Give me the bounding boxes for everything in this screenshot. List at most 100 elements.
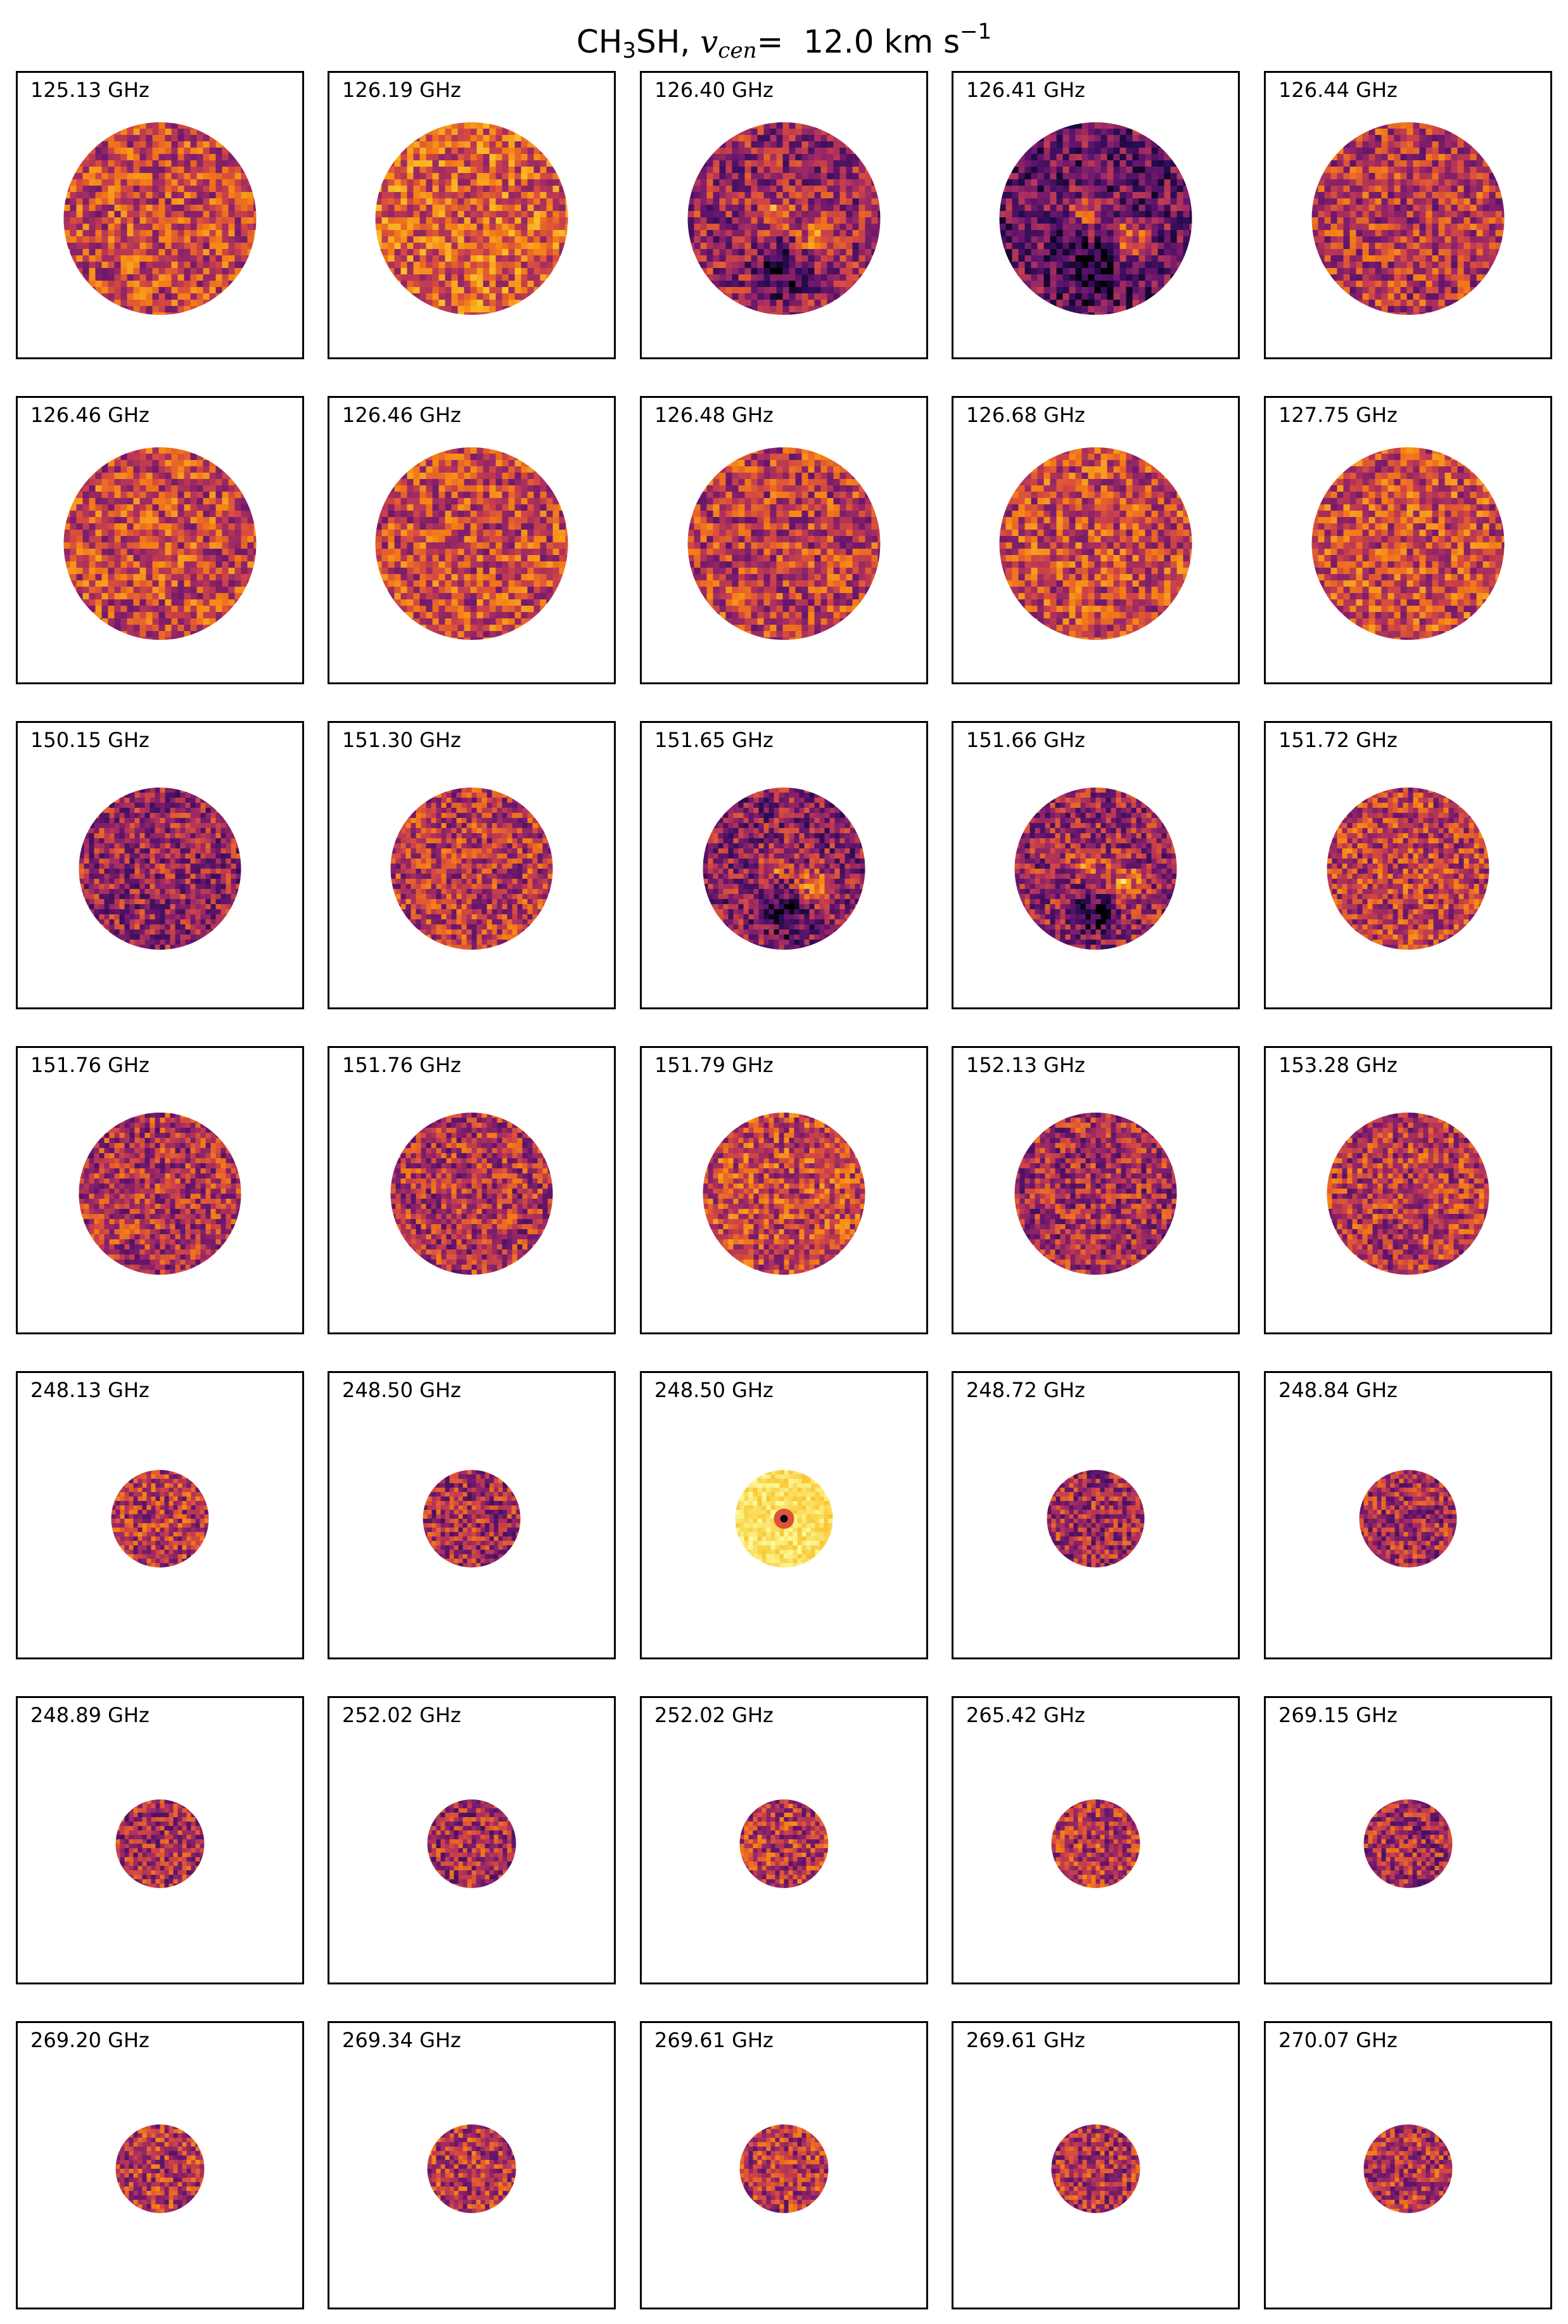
panel-frequency-label: 252.02 GHz	[654, 1703, 774, 1727]
emission-disc	[115, 1799, 205, 1888]
map-panel: 126.48 GHz	[640, 396, 928, 684]
emission-disc	[1014, 1113, 1177, 1275]
emission-disc	[703, 788, 865, 950]
intensity-map	[115, 2124, 205, 2213]
emission-disc	[1363, 2124, 1453, 2213]
intensity-map	[1327, 1113, 1489, 1275]
panel-frequency-label: 269.15 GHz	[1278, 1703, 1398, 1727]
map-panel: 150.15 GHz	[16, 721, 304, 1009]
emission-disc	[390, 1113, 553, 1275]
map-panel: 126.44 GHz	[1264, 71, 1552, 359]
map-panel: 151.66 GHz	[952, 721, 1240, 1009]
intensity-map	[703, 1113, 865, 1275]
panel-frequency-label: 126.46 GHz	[30, 403, 150, 427]
panel-frequency-label: 248.72 GHz	[966, 1378, 1085, 1402]
intensity-map	[1047, 1470, 1145, 1567]
map-panel: 126.19 GHz	[328, 71, 616, 359]
emission-disc	[1311, 447, 1505, 640]
panel-frequency-label: 269.20 GHz	[30, 2028, 150, 2052]
map-panel: 127.75 GHz	[1264, 396, 1552, 684]
map-panel: 151.65 GHz	[640, 721, 928, 1009]
map-panel: 153.28 GHz	[1264, 1046, 1552, 1334]
map-panel: 126.41 GHz	[952, 71, 1240, 359]
intensity-map	[687, 122, 881, 315]
map-panel: 270.07 GHz	[1264, 2021, 1552, 2309]
emission-disc	[1047, 1470, 1145, 1567]
map-panel: 151.79 GHz	[640, 1046, 928, 1334]
emission-disc	[1051, 1799, 1140, 1888]
emission-disc	[1327, 1113, 1489, 1275]
panel-frequency-label: 126.68 GHz	[966, 403, 1085, 427]
panel-frequency-label: 151.30 GHz	[342, 728, 461, 752]
intensity-map	[79, 788, 241, 950]
intensity-map	[423, 1470, 521, 1567]
intensity-map	[1051, 2124, 1140, 2213]
emission-disc	[739, 1799, 829, 1888]
map-panel: 248.13 GHz	[16, 1371, 304, 1659]
panel-frequency-label: 252.02 GHz	[342, 1703, 461, 1727]
panel-frequency-label: 270.07 GHz	[1278, 2028, 1398, 2052]
intensity-map	[735, 1470, 833, 1567]
intensity-map	[427, 2124, 516, 2213]
panel-frequency-label: 150.15 GHz	[30, 728, 150, 752]
map-panel: 252.02 GHz	[328, 1696, 616, 1984]
panel-frequency-label: 151.79 GHz	[654, 1053, 774, 1077]
map-panel: 126.46 GHz	[328, 396, 616, 684]
map-panel: 126.40 GHz	[640, 71, 928, 359]
panel-frequency-label: 153.28 GHz	[1278, 1053, 1398, 1077]
central-source	[780, 1515, 788, 1523]
panel-frequency-label: 126.19 GHz	[342, 78, 461, 102]
emission-disc	[739, 2124, 829, 2213]
intensity-map	[79, 1113, 241, 1275]
emission-disc	[1359, 1470, 1457, 1567]
intensity-map	[111, 1470, 209, 1567]
map-panel: 126.46 GHz	[16, 396, 304, 684]
map-panel: 252.02 GHz	[640, 1696, 928, 1984]
intensity-map	[1327, 788, 1489, 950]
intensity-map	[703, 788, 865, 950]
intensity-map	[115, 1799, 205, 1888]
map-panel: 126.68 GHz	[952, 396, 1240, 684]
map-panel: 248.84 GHz	[1264, 1371, 1552, 1659]
intensity-map	[63, 447, 257, 640]
map-panel: 248.50 GHz	[328, 1371, 616, 1659]
emission-disc	[999, 447, 1192, 640]
map-panel: 151.76 GHz	[328, 1046, 616, 1334]
panel-frequency-label: 248.50 GHz	[342, 1378, 461, 1402]
emission-disc	[427, 1799, 516, 1888]
emission-disc	[390, 788, 553, 950]
emission-disc	[687, 447, 881, 640]
emission-disc	[1363, 1799, 1453, 1888]
intensity-map	[1014, 788, 1177, 950]
emission-disc	[79, 788, 241, 950]
title-species-tail: SH,	[636, 23, 690, 60]
map-panel: 248.50 GHz	[640, 1371, 928, 1659]
panel-frequency-label: 151.65 GHz	[654, 728, 774, 752]
panel-frequency-label: 265.42 GHz	[966, 1703, 1085, 1727]
title-species-subscript: 3	[622, 38, 636, 63]
intensity-map	[390, 1113, 553, 1275]
title-velocity-value: 12.0	[803, 23, 874, 60]
title-unit: km s	[884, 23, 960, 60]
map-panel: 269.34 GHz	[328, 2021, 616, 2309]
panel-frequency-label: 126.41 GHz	[966, 78, 1085, 102]
intensity-map	[1359, 1470, 1457, 1567]
emission-disc	[1014, 788, 1177, 950]
intensity-map	[1363, 2124, 1453, 2213]
intensity-map	[1311, 447, 1505, 640]
panel-frequency-label: 269.61 GHz	[654, 2028, 774, 2052]
panel-frequency-label: 126.44 GHz	[1278, 78, 1398, 102]
intensity-map	[375, 447, 568, 640]
intensity-map	[375, 122, 568, 315]
map-panel: 269.61 GHz	[640, 2021, 928, 2309]
panel-frequency-label: 151.76 GHz	[30, 1053, 150, 1077]
panel-frequency-label: 269.34 GHz	[342, 2028, 461, 2052]
emission-disc	[63, 122, 257, 315]
title-unit-exponent: −1	[960, 19, 991, 44]
emission-disc	[423, 1470, 521, 1567]
map-panel: 248.72 GHz	[952, 1371, 1240, 1659]
map-panel: 269.15 GHz	[1264, 1696, 1552, 1984]
emission-disc	[703, 1113, 865, 1275]
intensity-map	[427, 1799, 516, 1888]
